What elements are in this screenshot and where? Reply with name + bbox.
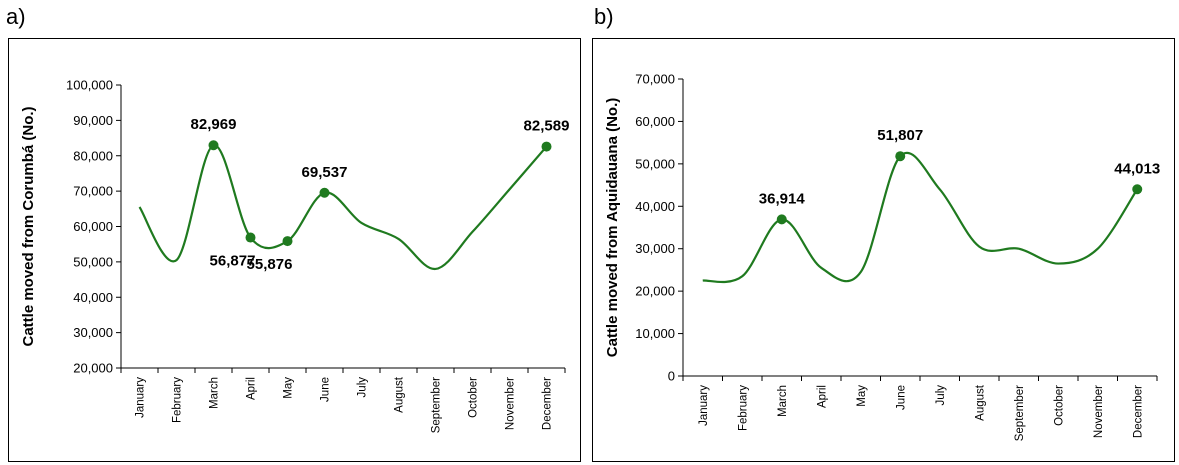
chart-a-x-tick-label: December: [542, 377, 554, 430]
chart-a-x-tick-label: March: [209, 377, 221, 409]
chart-a-y-tick-label: 70,000: [73, 184, 113, 199]
chart-b-x-tick-label: November: [1093, 385, 1105, 438]
chart-b-x-tick-label: February: [737, 385, 749, 431]
chart-a-data-point: [319, 187, 330, 198]
chart-a-y-tick-label: 60,000: [73, 219, 113, 234]
chart-a-data-label: 56,877: [210, 253, 256, 270]
chart-b-y-tick-label: 10,000: [635, 326, 675, 341]
chart-a-x-tick-label: June: [320, 377, 332, 402]
chart-a-x-tick-label: February: [172, 377, 184, 423]
chart-a-y-tick-label: 40,000: [73, 290, 113, 305]
chart-b-x-tick-label: August: [974, 384, 986, 421]
chart-a-y-tick-label: 90,000: [73, 113, 113, 128]
chart-b: 0 10,000 20,000 30,000 40,000 50,000 60,000 70,…: [604, 72, 1160, 442]
chart-a-x-tick-label: July: [357, 377, 369, 398]
chart-b-x-tick-label: December: [1132, 385, 1144, 438]
chart-a-data-point: [245, 232, 256, 243]
chart-b-data-point: [776, 214, 787, 225]
chart-b-x-tick-label: July: [935, 385, 947, 406]
chart-b-series-line: [702, 151, 1139, 284]
chart-a-data-label: 69,537: [302, 164, 348, 181]
chart-b-data-label: 44,013: [1114, 160, 1160, 177]
chart-a-x-tick-label: April: [246, 377, 258, 400]
chart-a-data-point: [208, 140, 219, 151]
chart-b-x-tick-label: April: [816, 385, 828, 408]
chart-a-x-tick-label: September: [431, 377, 443, 433]
chart-a-data-point: [282, 236, 293, 247]
chart-b-x-tick-label: March: [777, 385, 789, 417]
panel-b-label: b): [594, 4, 614, 29]
chart-b-x-tick-label: October: [1053, 385, 1065, 426]
chart-a-x-tick-label: January: [135, 377, 147, 418]
chart-a-x-tick-label: October: [468, 377, 480, 418]
chart-a-y-tick-label: 30,000: [73, 325, 113, 340]
chart-a-x-tick-label: November: [505, 377, 517, 430]
chart-b-x-tick-label: May: [856, 385, 868, 407]
chart-a-y-tick-label: 20,000: [73, 361, 113, 376]
panel-a-label: a): [6, 4, 26, 29]
chart-b-y-tick-label: 20,000: [635, 284, 675, 299]
chart-a-y-tick-label: 80,000: [73, 148, 113, 163]
chart-b-frame: 0 10,000 20,000 30,000 40,000 50,000 60,000 70,…: [592, 38, 1175, 462]
chart-b-y-tick-label: 60,000: [635, 114, 675, 129]
chart-a-data-label: 82,589: [524, 118, 570, 135]
chart-a-data-label: 82,969: [191, 116, 237, 133]
chart-b-data-label: 51,807: [877, 127, 923, 144]
chart-a-y-tick-label: 50,000: [73, 254, 113, 269]
chart-a-frame: 20,000 30,000 40,000 50,000 60,000 70,000 80,0…: [8, 38, 581, 462]
chart-b-x-tick-label: September: [1014, 385, 1026, 441]
chart-b-y-tick-label: 0: [668, 369, 675, 384]
chart-a-y-tick-label: 100,000: [66, 78, 113, 93]
chart-b-y-tick-label: 40,000: [635, 199, 675, 214]
chart-a-y-axis-title: Cattle moved from Corumbá (No.): [20, 106, 37, 346]
chart-b-y-tick-label: 50,000: [635, 156, 675, 171]
chart-a-x-tick-label: May: [283, 377, 295, 399]
chart-b-data-point: [1132, 184, 1143, 195]
chart-a-data-label: 55,876: [247, 256, 293, 273]
chart-b-y-tick-label: 70,000: [635, 72, 675, 87]
chart-a-data-point: [541, 141, 552, 152]
chart-b-y-tick-label: 30,000: [635, 241, 675, 256]
chart-a: 20,000 30,000 40,000 50,000 60,000 70,000 80,0…: [20, 78, 570, 434]
chart-a-x-tick-label: August: [394, 376, 406, 413]
chart-b-data-label: 36,914: [759, 190, 806, 207]
chart-b-data-point: [895, 151, 906, 162]
chart-b-x-tick-label: June: [895, 385, 907, 410]
chart-b-x-tick-label: January: [698, 385, 710, 426]
chart-b-y-axis-title: Cattle moved from Aquidauana (No.): [604, 98, 621, 357]
